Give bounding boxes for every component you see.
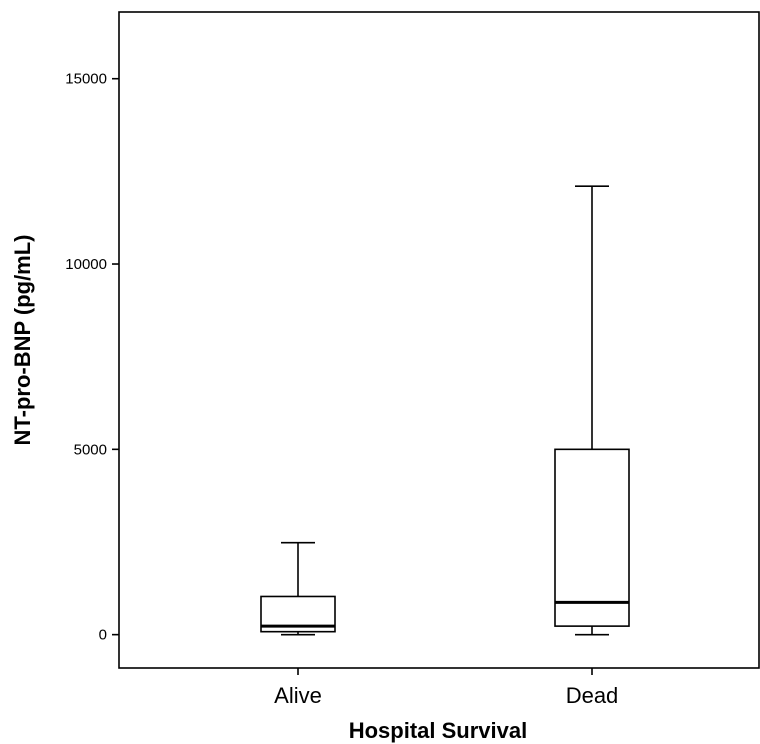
- x-tick-label: Alive: [274, 683, 322, 708]
- boxplot-alive: [260, 541, 336, 636]
- y-axis: 0 5000 10000 15000: [65, 71, 119, 644]
- plot-area: [118, 11, 760, 669]
- iqr-box: [554, 448, 630, 627]
- boxplots: [260, 185, 630, 636]
- y-tick-label: 10000: [65, 256, 107, 273]
- y-axis-title: NT-pro-BNP (pg/mL): [10, 234, 35, 445]
- x-axis: Alive Dead: [274, 668, 618, 708]
- plot-frame: [118, 11, 760, 669]
- y-tick-label: 0: [99, 627, 107, 644]
- y-tick-label: 5000: [74, 441, 107, 458]
- boxplot-dead: [554, 185, 630, 636]
- x-axis-title: Hospital Survival: [349, 718, 528, 743]
- y-tick-label: 15000: [65, 71, 107, 88]
- x-tick-label: Dead: [566, 683, 619, 708]
